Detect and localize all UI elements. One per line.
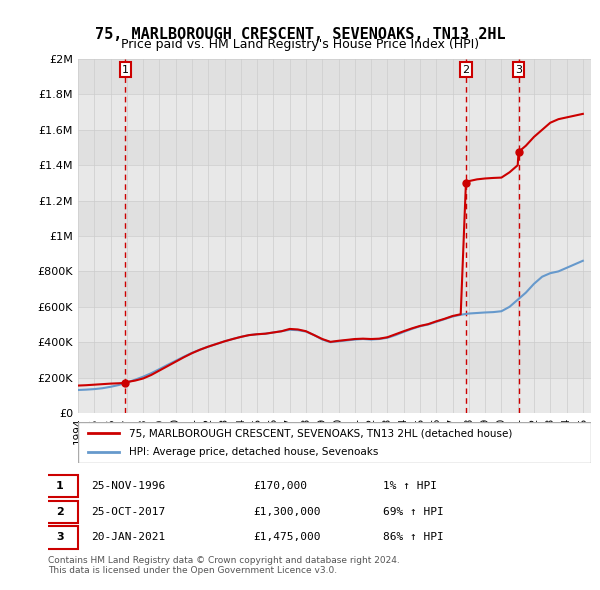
Bar xyxy=(78,59,591,94)
Text: 20-JAN-2021: 20-JAN-2021 xyxy=(91,533,166,542)
FancyBboxPatch shape xyxy=(78,422,591,463)
Bar xyxy=(78,236,591,271)
Text: £170,000: £170,000 xyxy=(253,481,307,491)
Text: 1% ↑ HPI: 1% ↑ HPI xyxy=(383,481,437,491)
Text: Contains HM Land Registry data © Crown copyright and database right 2024.
This d: Contains HM Land Registry data © Crown c… xyxy=(48,556,400,575)
Text: 3: 3 xyxy=(515,65,522,74)
Text: 75, MARLBOROUGH CRESCENT, SEVENOAKS, TN13 2HL: 75, MARLBOROUGH CRESCENT, SEVENOAKS, TN1… xyxy=(95,27,505,41)
Bar xyxy=(78,378,591,413)
Bar xyxy=(78,201,591,236)
Text: 75, MARLBOROUGH CRESCENT, SEVENOAKS, TN13 2HL (detached house): 75, MARLBOROUGH CRESCENT, SEVENOAKS, TN1… xyxy=(130,428,512,438)
Text: £1,300,000: £1,300,000 xyxy=(253,507,320,517)
Text: HPI: Average price, detached house, Sevenoaks: HPI: Average price, detached house, Seve… xyxy=(130,447,379,457)
FancyBboxPatch shape xyxy=(43,501,78,523)
Text: 1: 1 xyxy=(122,65,129,74)
Bar xyxy=(78,165,591,201)
Text: 86% ↑ HPI: 86% ↑ HPI xyxy=(383,533,443,542)
Text: 3: 3 xyxy=(56,533,64,542)
Text: 69% ↑ HPI: 69% ↑ HPI xyxy=(383,507,443,517)
Text: £1,475,000: £1,475,000 xyxy=(253,533,320,542)
Bar xyxy=(78,307,591,342)
Text: 2: 2 xyxy=(463,65,469,74)
Text: Price paid vs. HM Land Registry's House Price Index (HPI): Price paid vs. HM Land Registry's House … xyxy=(121,38,479,51)
FancyBboxPatch shape xyxy=(43,475,78,497)
Bar xyxy=(78,94,591,130)
Bar xyxy=(78,271,591,307)
Text: 2: 2 xyxy=(56,507,64,517)
Text: 25-NOV-1996: 25-NOV-1996 xyxy=(91,481,166,491)
Bar xyxy=(78,130,591,165)
Bar xyxy=(78,342,591,378)
FancyBboxPatch shape xyxy=(43,526,78,549)
Text: 1: 1 xyxy=(56,481,64,491)
Text: 25-OCT-2017: 25-OCT-2017 xyxy=(91,507,166,517)
